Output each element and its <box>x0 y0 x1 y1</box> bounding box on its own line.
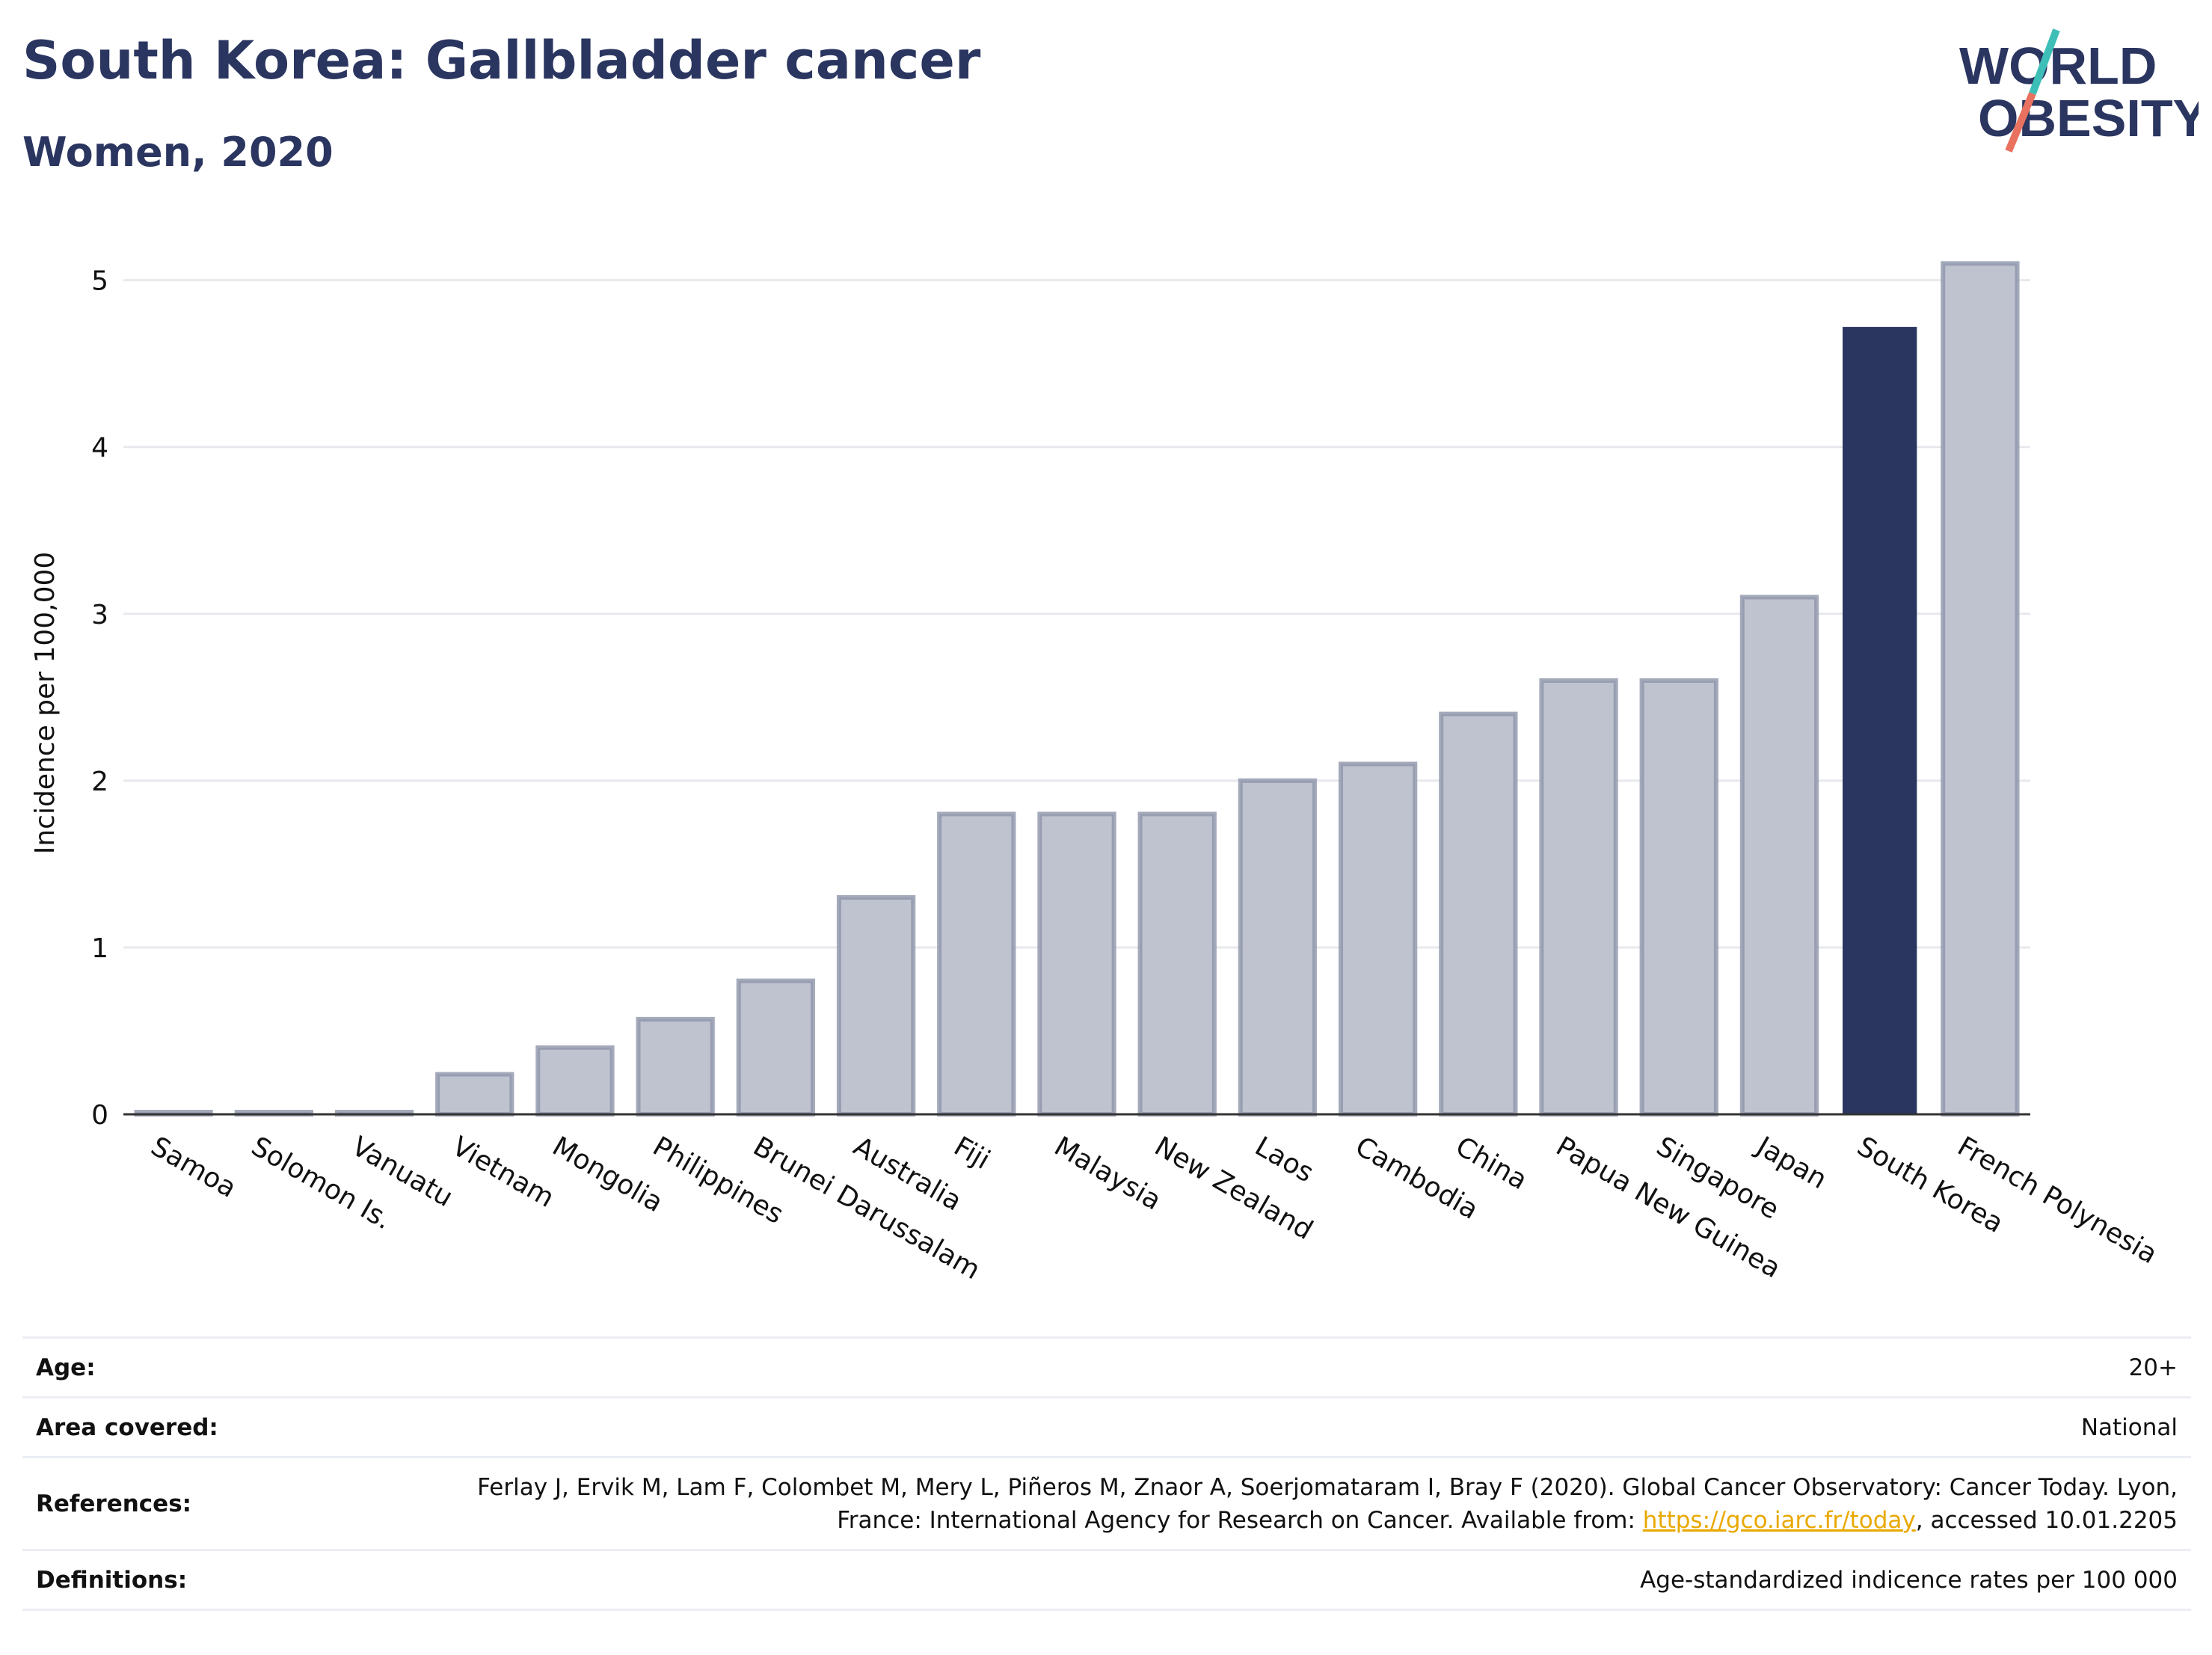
y-tick-label: 3 <box>91 600 108 630</box>
age-value: 20+ <box>2128 1354 2178 1381</box>
y-tick-label: 5 <box>91 266 108 297</box>
info-row-age: Age: 20+ <box>22 1337 2191 1398</box>
x-tick-label: Vietnam <box>446 1131 559 1214</box>
chart-subtitle: Women, 2020 <box>22 129 334 176</box>
bar-australia <box>836 895 916 1117</box>
world-obesity-logo: WORLD OBESITY <box>1959 28 2199 153</box>
bar-new-zealand <box>1137 811 1217 1117</box>
y-tick-label: 0 <box>91 1100 108 1131</box>
x-tick-label: Samoa <box>146 1131 242 1204</box>
bar-china <box>1439 711 1518 1117</box>
definitions-value: Age-standardized indicence rates per 100… <box>1640 1566 2178 1594</box>
x-tick-label: Mongolia <box>547 1131 669 1218</box>
x-tick-label: Japan <box>1750 1130 1831 1195</box>
references-link[interactable]: https://gco.iarc.fr/today <box>1642 1506 1916 1534</box>
bar-brunei-darussalam <box>736 978 816 1117</box>
y-axis-label: Incidence per 100,000 <box>30 552 61 855</box>
info-table: Age: 20+ Area covered: National Referenc… <box>22 1336 2191 1611</box>
bar-fiji <box>937 811 1016 1117</box>
bar-philippines <box>636 1016 715 1117</box>
definitions-label: Definitions: <box>36 1566 188 1594</box>
bar-malaysia <box>1037 811 1116 1117</box>
logo-slash-teal <box>2029 28 2060 95</box>
y-tick-label: 1 <box>91 933 108 964</box>
bar-japan <box>1739 595 1819 1117</box>
info-row-definitions: Definitions: Age-standardized indicence … <box>22 1550 2191 1610</box>
y-tick-label: 2 <box>91 767 108 797</box>
bar-singapore <box>1639 678 1718 1117</box>
area-label: Area covered: <box>36 1413 218 1441</box>
x-tick-label: Laos <box>1250 1131 1318 1188</box>
x-tick-label: Fiji <box>948 1131 995 1176</box>
age-label: Age: <box>36 1354 96 1381</box>
bar-papua-new-guinea <box>1539 678 1618 1117</box>
references-text-1: Ferlay J, Ervik M, Lam F, Colombet M, Me… <box>477 1473 2178 1534</box>
bar-french-polynesia <box>1941 261 2020 1117</box>
references-label: References: <box>36 1490 192 1517</box>
bars <box>134 261 2020 1117</box>
logo-line-1: WORLD <box>1959 37 2157 95</box>
bar-cambodia <box>1338 761 1418 1117</box>
references-value: Ferlay J, Ervik M, Lam F, Colombet M, Me… <box>423 1458 2191 1550</box>
references-text-2: , accessed 10.01.2205 <box>1915 1506 2178 1534</box>
area-value: National <box>2080 1413 2178 1441</box>
bar-vietnam <box>435 1072 514 1117</box>
info-row-area: Area covered: National <box>22 1397 2191 1458</box>
x-tick-label: China <box>1451 1131 1533 1196</box>
info-row-references: References: Ferlay J, Ervik M, Lam F, Co… <box>22 1457 2191 1550</box>
bar-mongolia <box>535 1045 615 1117</box>
bar-south-korea <box>1843 327 1917 1115</box>
x-tick-label: Malaysia <box>1049 1131 1167 1216</box>
chart-title: South Korea: Gallbladder cancer <box>22 30 981 91</box>
bar-laos <box>1238 778 1318 1117</box>
y-tick-label: 4 <box>91 433 108 464</box>
logo-slash-coral <box>2005 92 2036 153</box>
